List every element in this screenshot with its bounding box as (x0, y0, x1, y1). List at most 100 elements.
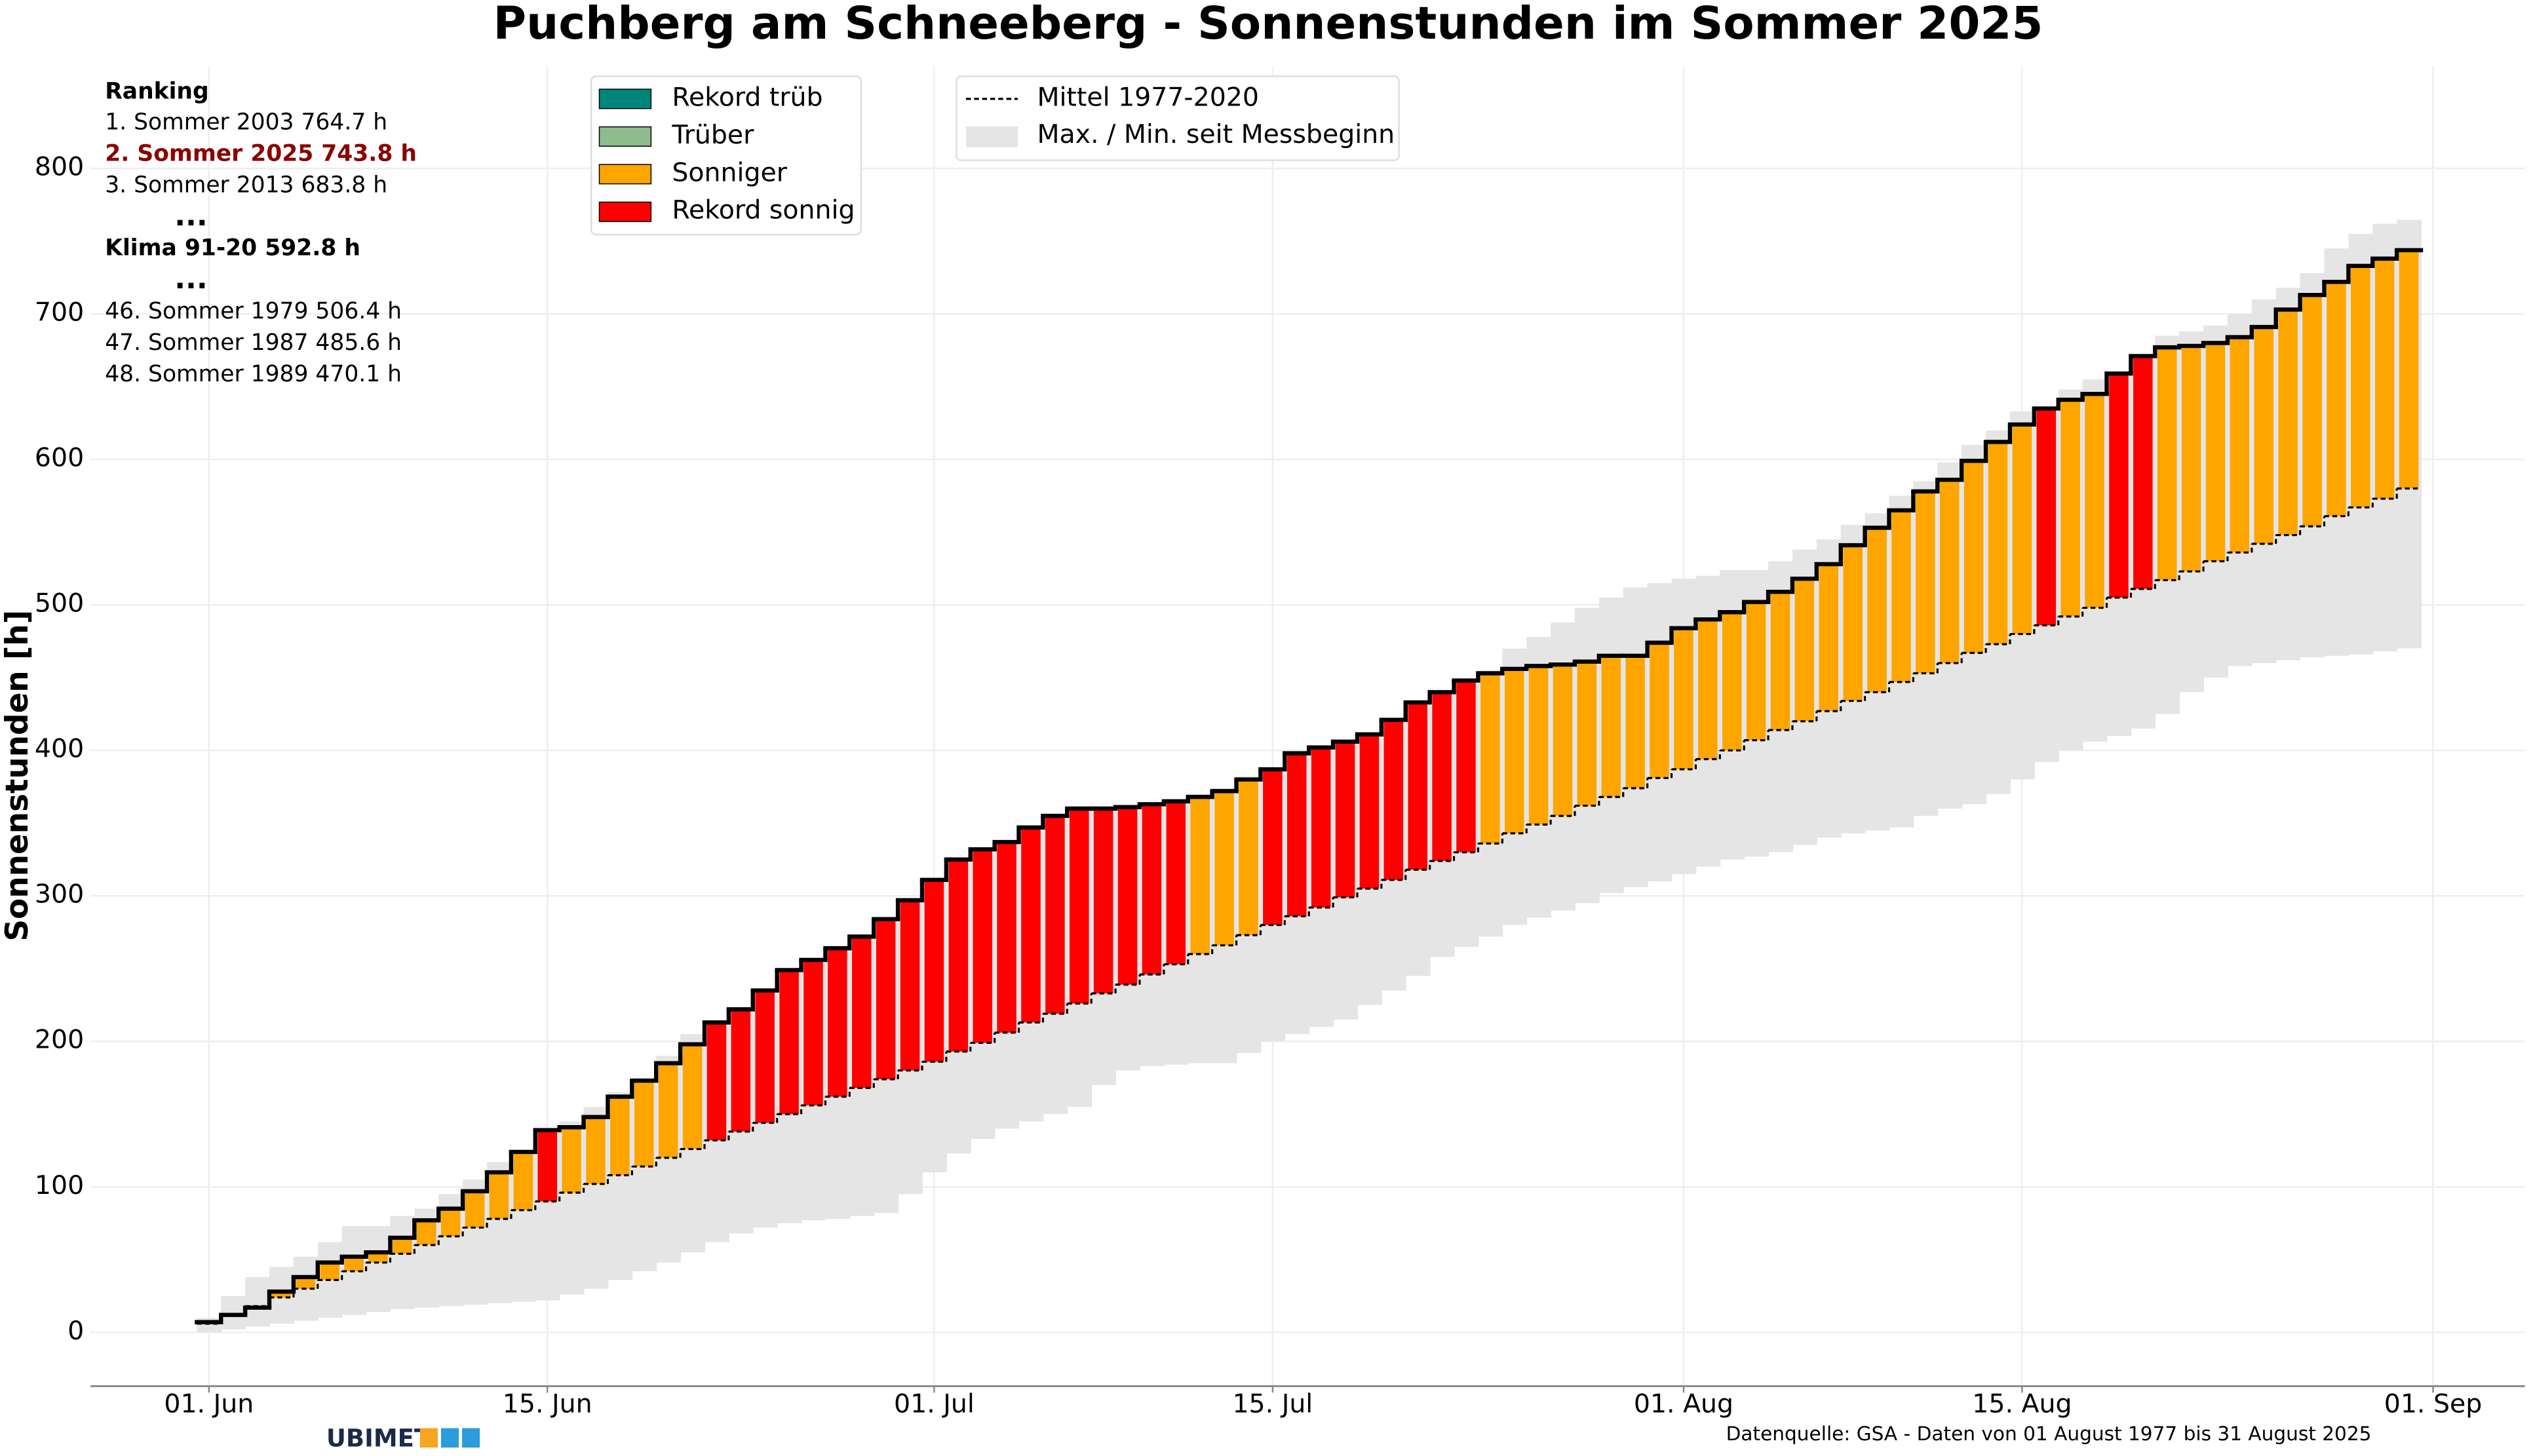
y-tick-label: 200 (35, 1025, 84, 1055)
bar (1988, 442, 2008, 645)
bar (2374, 258, 2395, 499)
bar (2133, 356, 2153, 589)
bar (658, 1063, 678, 1158)
source: Datenquelle: GSA - Daten von 01 August 1… (1726, 1423, 2372, 1445)
bar (2351, 265, 2370, 508)
ranking-entry: 46. Sommer 1979 506.4 h (105, 298, 402, 324)
bar (1916, 491, 1935, 674)
ranking-entry: 47. Sommer 1987 485.6 h (105, 330, 402, 356)
legend-box (956, 75, 1400, 161)
bar (271, 1292, 292, 1298)
bar (2254, 327, 2274, 544)
bar (900, 900, 920, 1071)
bar (924, 879, 944, 1062)
plot (195, 220, 2424, 1333)
bar (320, 1262, 339, 1280)
bar (465, 1191, 485, 1228)
bar (973, 849, 992, 1043)
legend-label: Max. / Min. seit Messbeginn (1037, 119, 1395, 149)
bar (1287, 753, 1307, 917)
bar (368, 1252, 388, 1263)
bar (1263, 769, 1283, 925)
ranking-entry: Klima 91-20 592.8 h (105, 235, 360, 261)
range-band (197, 1318, 222, 1333)
chart-title: Puchberg am Schneeberg - Sonnenstunden i… (493, 0, 2043, 50)
bar (1650, 642, 1669, 778)
legend-swatch (966, 126, 1018, 147)
bar (779, 970, 799, 1115)
bar (755, 990, 775, 1123)
logo-icon (440, 1428, 459, 1448)
bar (682, 1044, 703, 1149)
bar (586, 1117, 606, 1184)
bar (1359, 734, 1380, 889)
y-tick-label: 100 (35, 1170, 84, 1200)
bar (1142, 804, 1162, 975)
legend-label: Trüber (671, 120, 754, 150)
bar (296, 1276, 316, 1289)
y-tick-label: 0 (68, 1316, 84, 1346)
range-band (245, 1276, 270, 1327)
bar (1794, 579, 1815, 721)
bar (1819, 564, 1839, 712)
y-tick-label: 300 (35, 879, 84, 910)
legend-swatch (598, 164, 652, 185)
bar (828, 948, 847, 1097)
legend-swatch (598, 88, 652, 109)
bar (1528, 666, 1549, 825)
x-tick-label: 01. Sep (2384, 1389, 2483, 1419)
ranking-entry: 1. Sommer 2003 764.7 h (105, 109, 387, 135)
bar (1480, 673, 1500, 844)
bar (393, 1237, 412, 1254)
bar (2181, 345, 2201, 572)
x-tick-label: 01. Jun (164, 1389, 254, 1419)
bar (1456, 680, 1476, 853)
bar (562, 1127, 581, 1193)
bar (489, 1172, 509, 1219)
legend-label: Mittel 1977-2020 (1037, 82, 1259, 112)
ranking-entry: ... (174, 199, 208, 233)
bar (1891, 510, 1911, 682)
bar (948, 859, 969, 1052)
bar (1408, 702, 1427, 870)
ranking-entry: ... (174, 262, 208, 296)
bar (537, 1130, 557, 1202)
bar (1601, 655, 1621, 797)
bar (852, 936, 872, 1088)
x-tick-label: 15. Jun (503, 1389, 592, 1419)
bar (2085, 394, 2104, 608)
ranking-entry: 48. Sommer 1989 470.1 h (105, 361, 402, 387)
bar (417, 1220, 436, 1246)
bar (1335, 741, 1355, 898)
range-band (221, 1295, 246, 1330)
bar (997, 842, 1016, 1033)
bar (1311, 747, 1331, 908)
bar (803, 959, 823, 1105)
bar (2157, 347, 2177, 581)
bar (1698, 619, 1718, 759)
bar (634, 1081, 654, 1167)
bar (1674, 628, 1693, 770)
bar (2109, 374, 2129, 598)
bar (1045, 816, 1065, 1014)
bar (2012, 424, 2032, 634)
legend-label: Rekord sonnig (672, 195, 855, 225)
bar (2278, 309, 2298, 535)
bar (2060, 400, 2080, 617)
logo: UBIMET (326, 1424, 431, 1452)
legend: Rekord trüb Trüber Sonniger Rekord sonnig Mi… (598, 82, 1395, 225)
bar (2230, 337, 2250, 553)
bar (1963, 461, 1984, 653)
legend-swatch (598, 201, 652, 222)
x-tick-label: 15. Jul (1232, 1389, 1313, 1419)
y-tick-label: 700 (35, 297, 84, 328)
bar (1383, 719, 1404, 880)
ranking-entry: 2. Sommer 2025 743.8 h (105, 140, 417, 166)
y-axis-label: Sonnenstunden [h] (0, 610, 35, 942)
bar (1093, 808, 1113, 993)
ranking-entry: 3. Sommer 2013 683.8 h (105, 172, 387, 199)
bar (2205, 343, 2226, 562)
bar (1070, 808, 1089, 1004)
